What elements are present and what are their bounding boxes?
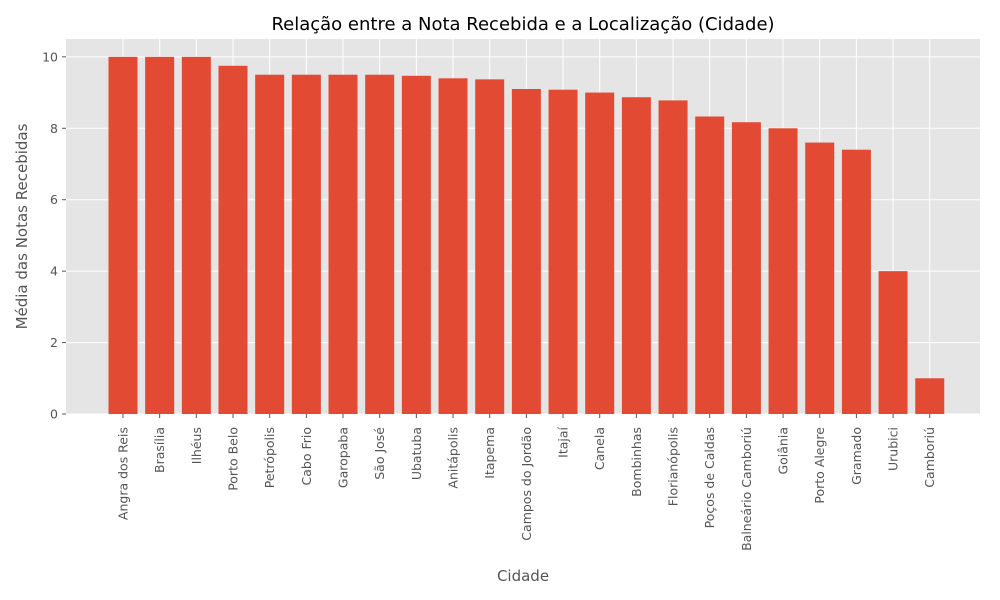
- bar: [511, 89, 541, 414]
- x-tick-label: Porto Belo: [226, 427, 241, 491]
- bar: [805, 142, 835, 415]
- bar: [915, 378, 945, 414]
- bar: [548, 89, 578, 414]
- y-axis-ticks: 0 2 4 6 8 10: [42, 49, 66, 422]
- x-tick-label: Camboriú: [922, 427, 937, 488]
- x-tick-label: Cabo Frio: [299, 427, 314, 485]
- bar: [878, 271, 908, 414]
- x-tick-label: Bombinhas: [629, 427, 644, 497]
- x-tick-label: Itajaí: [556, 426, 571, 457]
- bar: [621, 97, 651, 414]
- bar: [328, 74, 358, 414]
- y-tick-label: 8: [50, 121, 58, 136]
- y-tick-label: 2: [50, 335, 58, 350]
- bar: [438, 78, 468, 415]
- bar: [291, 74, 321, 414]
- bar: [731, 122, 761, 414]
- x-tick-label: Brasília: [152, 427, 167, 473]
- bar: [585, 92, 615, 415]
- y-tick-label: 4: [50, 264, 58, 279]
- x-tick-label: Angra dos Reis: [116, 427, 131, 520]
- bar: [768, 128, 798, 415]
- x-tick-label: Canela: [592, 427, 607, 470]
- y-tick-label: 6: [50, 192, 58, 207]
- bar: [658, 100, 688, 414]
- y-tick-label: 10: [42, 49, 58, 64]
- x-tick-label: Urubici: [886, 427, 901, 471]
- bar: [145, 56, 175, 414]
- bar: [108, 56, 138, 414]
- x-tick-label: Gramado: [849, 427, 864, 485]
- x-tick-label: Petrópolis: [262, 427, 277, 488]
- x-tick-label: Garopaba: [336, 427, 351, 488]
- bar: [475, 79, 505, 414]
- x-tick-label: Itapema: [482, 427, 497, 479]
- x-tick-label: Campos do Jordão: [519, 427, 534, 541]
- x-tick-label: São José: [372, 427, 387, 480]
- x-tick-label: Goiânia: [776, 427, 791, 475]
- x-tick-label: Porto Alegre: [812, 427, 827, 504]
- x-tick-label: Ilhéus: [189, 427, 204, 464]
- bar: [218, 65, 248, 415]
- x-tick-label: Anitápolis: [446, 427, 461, 489]
- x-tick-label: Florianópolis: [666, 427, 681, 506]
- x-tick-label: Poços de Caldas: [702, 427, 717, 528]
- chart-title: Relação entre a Nota Recebida e a Locali…: [271, 14, 774, 35]
- bar: [181, 56, 211, 414]
- x-axis-ticks: Angra dos Reis Brasília Ilhéus Porto Belo Pe…: [116, 414, 937, 551]
- x-axis-label: Cidade: [497, 567, 549, 585]
- y-tick-label: 0: [50, 407, 58, 422]
- bar: [365, 74, 395, 414]
- bars: [108, 56, 945, 415]
- x-tick-label: Balneário Camboriú: [739, 427, 754, 551]
- bar: [255, 74, 285, 414]
- bar: [695, 116, 725, 414]
- x-tick-label: Ubatuba: [409, 427, 424, 480]
- bar: [841, 149, 871, 414]
- y-axis-label: Média das Notas Recebidas: [13, 123, 31, 329]
- bar: [401, 75, 431, 415]
